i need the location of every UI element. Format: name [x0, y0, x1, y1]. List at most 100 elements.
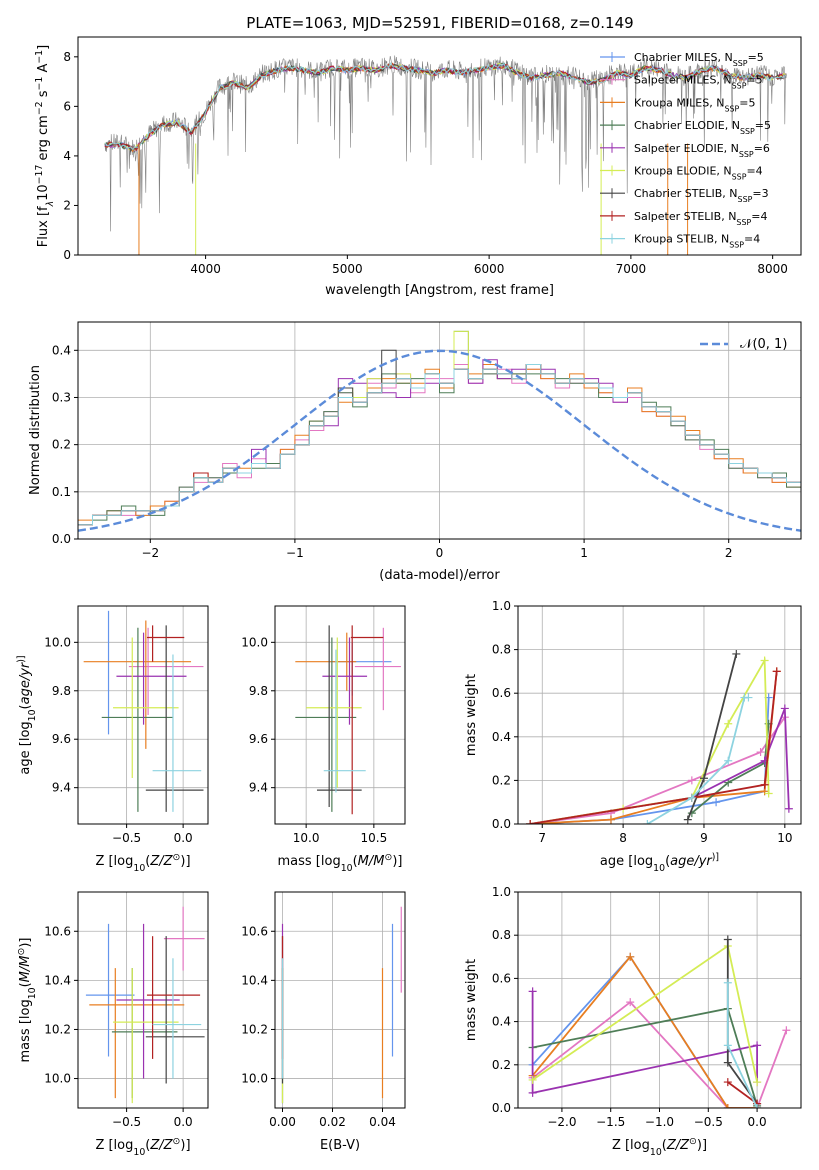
x-axis-label: (data-model)/error: [379, 568, 500, 583]
legend: Chabrier MILES, NSSP=5 Salpeter MILES, NS…: [600, 51, 771, 249]
legend-label: Salpeter STELIB, NSSP=4: [634, 210, 767, 227]
series-line: [532, 944, 758, 1083]
x-tick-label: 0.0: [748, 1115, 767, 1129]
x-tick-label: 0: [436, 546, 444, 560]
y-tick-label: 9.6: [249, 732, 268, 746]
data-marker: [723, 978, 732, 987]
x-axis-label: Z [log10(Z/Z⊙)]: [612, 1136, 707, 1158]
panel-age_vs_Z: −0.5 0.0 9.4 9.6 9.8 10.0 Z [log10(Z/Z⊙)] age […: [16, 605, 209, 874]
y-axis-label: Flux [fλ10−17 erg cm−2 s−1 A−1]: [34, 45, 56, 247]
y-tick-label: 9.4: [249, 781, 268, 795]
data-marker: [528, 1075, 537, 1084]
x-axis-label: age [log10(age/yr)]: [600, 852, 719, 874]
data-marker: [699, 774, 708, 783]
plot-area: [85, 906, 205, 1104]
axes-frame: [77, 36, 802, 256]
x-tick-label: 9: [700, 831, 708, 845]
plot-area: [295, 625, 401, 815]
x-tick-label: −0.5: [112, 831, 141, 845]
y-tick-label: 0.2: [492, 773, 511, 787]
x-tick-label: 7: [538, 831, 546, 845]
panel-massweight_vs_Z: −2.0 −1.5 −1.0 −0.5 0.0 0.0 0.2 0.4 0.6 0.8 1.0 Z […: [464, 885, 802, 1158]
data-marker: [760, 780, 769, 789]
y-tick-label: 9.6: [52, 732, 71, 746]
figure-title: PLATE=1063, MJD=52591, FIBERID=0168, z=0…: [246, 14, 633, 32]
x-tick-label: 0.04: [369, 1115, 396, 1129]
y-tick-label: 0.2: [52, 438, 71, 452]
x-axis-label: E(B-V): [320, 1138, 360, 1153]
x-tick-label: 4000: [190, 262, 221, 276]
x-tick-label: −1: [286, 546, 304, 560]
data-marker: [683, 815, 692, 824]
series-line: [531, 991, 758, 1095]
y-tick-label: 0.0: [52, 532, 71, 546]
data-marker: [753, 1078, 762, 1087]
data-marker: [784, 804, 793, 813]
y-tick-label: 10.0: [241, 1072, 268, 1086]
y-tick-label: 10.2: [241, 1022, 268, 1036]
x-tick-label: 10.5: [360, 831, 387, 845]
data-marker: [753, 1041, 762, 1050]
x-tick-label: −1.0: [645, 1115, 674, 1129]
x-axis-label: wavelength [Angstrom, rest frame]: [325, 283, 554, 298]
histogram-step: [78, 330, 801, 539]
data-marker: [723, 1078, 732, 1087]
histogram-step: [78, 364, 801, 539]
y-tick-label: 0.4: [52, 343, 71, 357]
data-marker: [753, 1104, 762, 1108]
x-tick-label: 0.02: [319, 1115, 346, 1129]
x-tick-label: 7000: [616, 262, 647, 276]
y-tick-label: 10.4: [241, 973, 268, 987]
data-marker: [606, 815, 615, 824]
y-tick-label: 10.6: [44, 924, 71, 938]
histogram-step: [78, 364, 801, 539]
x-tick-label: 10: [777, 831, 792, 845]
data-marker: [772, 667, 781, 676]
x-tick-label: 0.0: [174, 831, 193, 845]
plot-area: [78, 330, 801, 539]
gaussian-curve: [78, 349, 801, 532]
plot-area: [104, 55, 787, 255]
y-tick-label: 0.8: [492, 928, 511, 942]
panel-mass_vs_EBV: 0.00 0.02 0.04 10.0 10.2 10.4 10.6 E(B-V): [241, 891, 406, 1153]
panel-residuals: −2 −1 0 1 2 0.0 0.1 0.2 0.3 0.4 𝒩(0, 1) (data-model…: [28, 321, 802, 583]
series-line: [530, 671, 778, 824]
histogram-step: [78, 364, 801, 539]
data-marker: [723, 1104, 732, 1108]
x-tick-label: −0.5: [112, 1115, 141, 1129]
y-tick-label: 1.0: [492, 599, 511, 613]
x-tick-label: 0.0: [174, 1115, 193, 1129]
legend-label: 𝒩(0, 1): [740, 337, 787, 352]
data-marker: [744, 693, 753, 702]
data-marker: [723, 1058, 732, 1067]
axes-frame: [517, 891, 802, 1109]
data-marker: [528, 1088, 537, 1097]
y-axis-label: mass weight: [464, 674, 479, 756]
series-line: [727, 1081, 758, 1105]
y-tick-label: 0.0: [492, 817, 511, 831]
y-tick-label: 0: [63, 248, 71, 262]
y-tick-label: 9.8: [249, 684, 268, 698]
y-tick-label: 9.4: [52, 781, 71, 795]
legend-label: Chabrier ELODIE, NSSP=5: [634, 119, 771, 136]
y-axis-label: Normed distribution: [28, 365, 43, 495]
panel-mass_vs_Z: −0.5 0.0 10.0 10.2 10.4 10.6 Z [log10(Z/Z⊙)] ma…: [16, 891, 209, 1158]
x-axis-label: Z [log10(Z/Z⊙)]: [95, 852, 190, 874]
x-tick-label: 6000: [474, 262, 505, 276]
x-axis-label: mass [log10(M/M⊙)]: [278, 852, 403, 874]
data-marker: [724, 756, 733, 765]
x-tick-label: −1.5: [596, 1115, 625, 1129]
data-marker: [687, 776, 696, 785]
data-marker: [643, 820, 652, 824]
legend-label: Kroupa MILES, NSSP=5: [634, 96, 755, 113]
x-tick-label: 5000: [332, 262, 363, 276]
y-axis-label: mass weight: [464, 959, 479, 1041]
y-tick-label: 0.1: [52, 485, 71, 499]
x-tick-label: −0.5: [694, 1115, 723, 1129]
legend-label: Chabrier MILES, NSSP=5: [634, 51, 764, 68]
histogram-step: [78, 364, 801, 539]
data-marker: [724, 719, 733, 728]
x-tick-label: −2: [141, 546, 159, 560]
data-marker: [528, 987, 537, 996]
